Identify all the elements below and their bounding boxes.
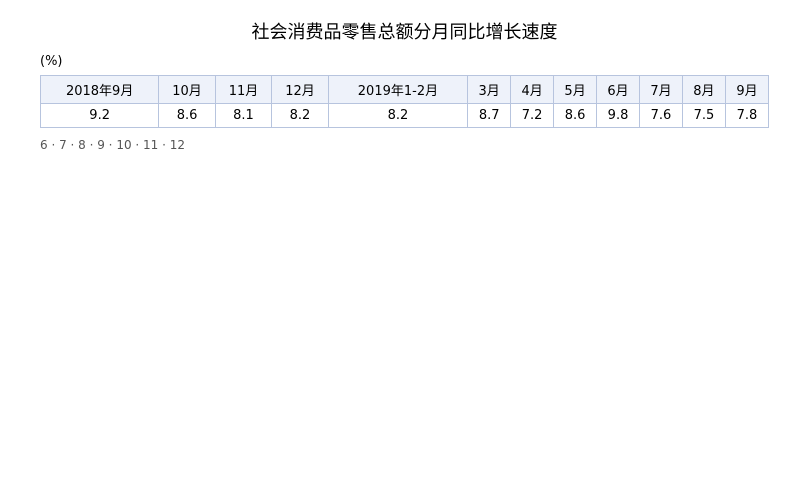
data-label: 8.2 <box>271 103 329 128</box>
data-label: 8.2 <box>327 103 469 128</box>
data-label: 9.2 <box>39 103 160 128</box>
category-label: 10月 <box>158 75 216 104</box>
category-label: 2018年9月 <box>39 75 160 104</box>
category-label: 5月 <box>553 75 598 104</box>
category-label: 8月 <box>681 75 726 104</box>
data-label: 7.8 <box>724 103 770 128</box>
value-row: 9.2 8.6 8.1 8.2 8.2 8.7 7.2 8.6 9.8 7.6 7.5 7.8 <box>39 103 770 128</box>
chart-table-view: 社会消费品零售总额分月同比增长速度 (%) 2018年9月 10月 11月 12月 20… <box>0 0 809 182</box>
data-label: 7.5 <box>681 103 726 128</box>
category-label: 12月 <box>271 75 329 104</box>
category-label: 7月 <box>639 75 683 104</box>
data-label: 7.2 <box>510 103 555 128</box>
category-label: 4月 <box>510 75 555 104</box>
data-label: 8.6 <box>553 103 598 128</box>
data-label: 9.8 <box>596 103 640 128</box>
category-label: 6月 <box>596 75 640 104</box>
category-label: 2019年1-2月 <box>327 75 469 104</box>
y-axis-ticks: 6 · 7 · 8 · 9 · 10 · 11 · 12 <box>40 138 186 152</box>
data-label: 8.6 <box>158 103 216 128</box>
data-label: 8.1 <box>214 103 273 128</box>
chart-title: 社会消费品零售总额分月同比增长速度 <box>251 22 558 43</box>
category-label: 3月 <box>467 75 512 104</box>
data-label: 7.6 <box>639 103 683 128</box>
chart-data-table: 2018年9月 10月 11月 12月 2019年1-2月 3月 4月 5月 6月 7月 8月 9月 … <box>39 75 770 128</box>
data-label: 8.7 <box>467 103 512 128</box>
y-axis-unit: (%) <box>40 54 63 69</box>
category-label: 11月 <box>214 75 273 104</box>
category-row: 2018年9月 10月 11月 12月 2019年1-2月 3月 4月 5月 6月 7月 8月 9月 <box>39 75 770 104</box>
category-label: 9月 <box>724 75 770 104</box>
